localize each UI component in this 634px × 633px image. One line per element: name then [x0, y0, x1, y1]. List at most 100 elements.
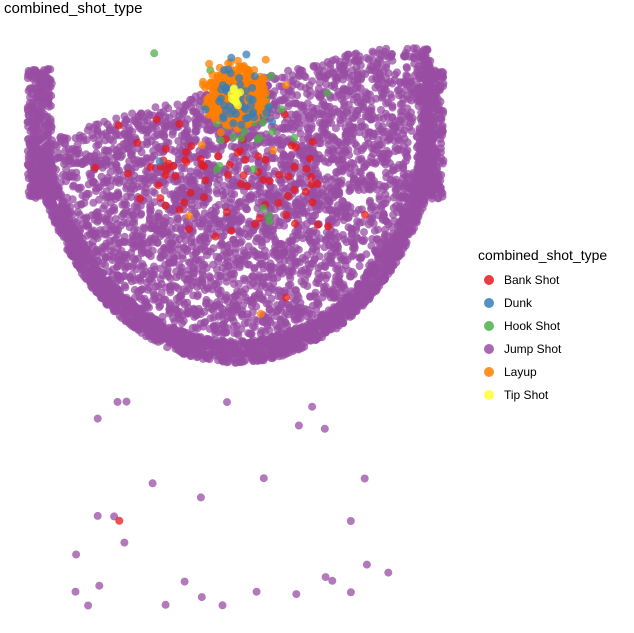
- point-jump-shot: [294, 344, 303, 353]
- point-jump-shot: [287, 239, 296, 248]
- point-jump-shot: [366, 185, 375, 194]
- point-jump-shot: [270, 263, 278, 272]
- point-jump-shot: [334, 266, 343, 275]
- point-jump-shot: [381, 216, 390, 225]
- point-jump-shot: [227, 142, 236, 151]
- point-jump-shot: [143, 116, 152, 125]
- point-jump-shot: [242, 205, 251, 213]
- point-jump-shot: [128, 109, 137, 118]
- point-jump-shot: [355, 262, 364, 270]
- point-jump-shot: [368, 212, 376, 221]
- point-jump-shot: [281, 318, 290, 327]
- point-jump-shot: [312, 104, 321, 113]
- point-jump-shot: [349, 95, 358, 104]
- point-jump-shot: [88, 242, 97, 251]
- point-jump-shot: [227, 313, 236, 322]
- point-jump-shot: [389, 193, 398, 202]
- point-jump-shot: [360, 228, 368, 237]
- point-jump-shot: [361, 278, 370, 287]
- point-jump-shot: [231, 244, 240, 253]
- point-jump-shot: [119, 140, 128, 149]
- point-jump-shot: [361, 94, 370, 103]
- point-jump-shot: [134, 254, 142, 263]
- point-jump-shot: [262, 235, 271, 244]
- point-jump-shot: [239, 338, 248, 347]
- point-jump-shot: [120, 281, 129, 290]
- point-jump-shot: [336, 281, 345, 290]
- point-jump-shot: [305, 114, 314, 123]
- point-jump-shot: [69, 182, 78, 191]
- point-jump-shot: [147, 136, 156, 145]
- point-jump-shot: [100, 201, 109, 210]
- point-jump-shot: [130, 293, 139, 302]
- point-jump-shot: [205, 272, 214, 281]
- point-jump-shot: [210, 347, 219, 356]
- point-jump-shot: [156, 324, 165, 333]
- point-jump-shot: [387, 49, 396, 58]
- point-jump-shot: [296, 82, 305, 91]
- point-jump-shot: [369, 49, 378, 58]
- point-jump-shot: [394, 184, 403, 193]
- point-jump-shot: [358, 288, 367, 297]
- point-jump-shot: [82, 136, 91, 145]
- point-jump-shot: [142, 154, 151, 163]
- point-jump-shot: [127, 248, 135, 257]
- point-jump-shot: [122, 192, 131, 201]
- point-jump-shot: [62, 234, 71, 243]
- point-jump-shot: [142, 314, 151, 323]
- point-jump-shot: [235, 358, 244, 367]
- point-jump-shot: [146, 201, 155, 209]
- point-jump-shot: [188, 176, 197, 184]
- point-jump-shot: [105, 267, 114, 276]
- point-jump-shot: [167, 145, 176, 154]
- point-jump-shot: [204, 234, 213, 243]
- point-jump-shot: [293, 207, 302, 216]
- point-jump-shot: [338, 196, 347, 205]
- point-jump-shot: [83, 221, 92, 230]
- point-jump-shot: [111, 234, 120, 243]
- point-jump-shot: [66, 208, 75, 217]
- point-jump-shot: [211, 203, 220, 212]
- point-jump-shot: [307, 216, 316, 225]
- point-jump-shot: [103, 120, 112, 129]
- point-jump-shot: [323, 107, 332, 116]
- point-jump-shot: [259, 356, 268, 365]
- point-jump-shot: [221, 259, 230, 268]
- point-jump-shot: [137, 109, 146, 118]
- point-jump-shot: [127, 184, 135, 193]
- point-jump-shot: [134, 325, 143, 334]
- point-jump-shot: [277, 250, 286, 259]
- point-jump-shot: [192, 254, 201, 263]
- point-jump-shot: [67, 224, 76, 233]
- point-jump-shot: [131, 116, 139, 125]
- point-jump-shot: [270, 205, 279, 214]
- point-jump-shot: [256, 329, 265, 338]
- point-jump-shot: [361, 70, 370, 78]
- point-jump-shot: [143, 179, 152, 188]
- point-jump-shot: [74, 261, 83, 270]
- point-jump-shot: [82, 150, 91, 159]
- point-jump-shot: [341, 212, 350, 221]
- point-jump-shot: [231, 339, 240, 347]
- point-jump-shot: [128, 127, 137, 136]
- point-jump-shot: [402, 63, 411, 72]
- point-jump-shot: [200, 209, 209, 218]
- point-jump-shot: [94, 256, 103, 265]
- point-jump-shot: [152, 282, 161, 291]
- point-jump-shot: [166, 274, 175, 283]
- point-jump-shot: [215, 336, 223, 345]
- point-jump-shot: [134, 174, 143, 183]
- point-jump-shot: [59, 134, 68, 143]
- point-jump-shot: [356, 254, 365, 263]
- point-jump-shot: [400, 134, 409, 143]
- point-jump-shot: [280, 73, 289, 82]
- point-jump-shot: [334, 137, 343, 146]
- point-jump-shot: [183, 309, 192, 318]
- point-jump-shot: [357, 176, 366, 184]
- point-jump-shot: [407, 108, 415, 117]
- point-jump-shot: [174, 186, 182, 195]
- point-jump-shot: [53, 219, 62, 228]
- point-jump-shot: [367, 97, 376, 105]
- point-jump-shot: [277, 96, 286, 105]
- point-jump-shot: [240, 249, 249, 257]
